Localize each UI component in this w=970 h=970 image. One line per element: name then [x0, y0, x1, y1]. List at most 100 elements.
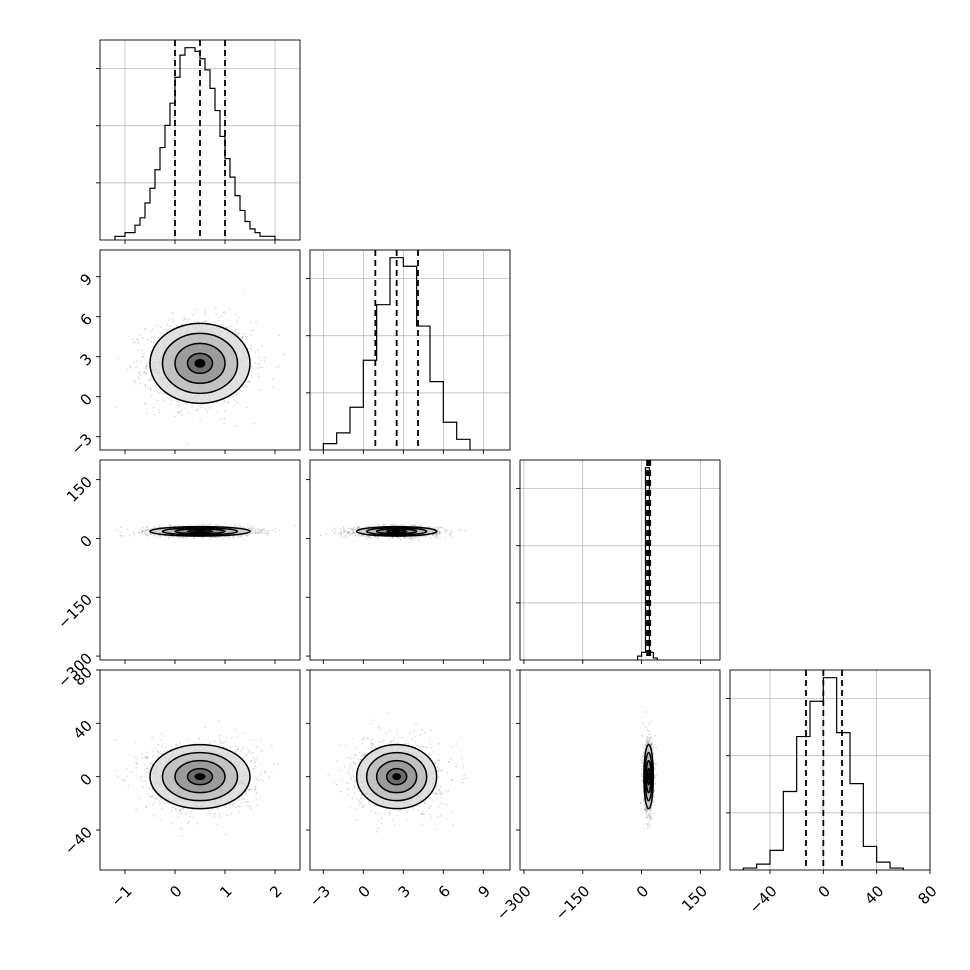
histogram-1: [322, 257, 471, 450]
sample-point: [253, 422, 256, 425]
sample-point: [356, 527, 359, 529]
sample-point: [261, 529, 263, 531]
sample-point: [250, 330, 253, 332]
sample-point: [117, 775, 119, 778]
sample-point: [435, 535, 438, 538]
sample-point: [449, 533, 451, 536]
sample-point: [438, 526, 441, 529]
sample-point: [357, 534, 360, 536]
sample-point: [257, 363, 260, 366]
sample-point: [432, 534, 434, 536]
sample-point: [259, 359, 262, 361]
sample-point: [234, 525, 237, 527]
sample-point: [247, 380, 250, 383]
sample-point: [215, 313, 217, 316]
sample-point: [417, 539, 420, 541]
y-tick-label: 0: [77, 390, 96, 409]
sample-point: [257, 356, 260, 359]
sample-point: [404, 536, 406, 539]
sample-point: [339, 533, 342, 536]
sample-point: [254, 787, 257, 790]
sample-point: [437, 531, 439, 534]
sample-point: [225, 736, 227, 739]
sample-point: [251, 751, 254, 754]
sample-point: [171, 318, 174, 320]
contours-2-0: [149, 525, 251, 537]
contour-line-3: [355, 525, 438, 537]
sample-point: [148, 533, 151, 535]
sample-point: [147, 534, 149, 536]
sample-point: [429, 537, 432, 540]
sample-point: [129, 770, 132, 773]
sample-point: [146, 365, 148, 368]
sample-point: [146, 361, 149, 364]
sample-point: [162, 399, 165, 402]
sample-point: [183, 318, 185, 321]
sample-point: [167, 535, 170, 538]
sample-point: [248, 533, 251, 536]
sample-point: [383, 523, 386, 526]
panel-1-1: [306, 249, 511, 454]
sample-point: [352, 532, 354, 535]
sample-point: [155, 325, 158, 327]
contour-line-1: [174, 528, 226, 535]
sample-point: [237, 333, 240, 336]
sample-point: [133, 533, 136, 535]
sample-point: [351, 528, 354, 531]
sample-point: [176, 404, 179, 406]
sample-point: [158, 752, 161, 754]
sample-point: [337, 532, 340, 535]
sample-point: [459, 529, 462, 532]
sample-point: [357, 525, 360, 528]
sample-point: [144, 531, 147, 533]
sample-point: [195, 309, 198, 311]
sample-point: [436, 528, 439, 531]
sample-point: [355, 528, 358, 530]
sample-point: [438, 531, 441, 533]
sample-point: [367, 525, 370, 528]
sample-point: [244, 384, 247, 386]
sample-point: [176, 324, 179, 327]
sample-point: [411, 536, 413, 539]
contour-line-2: [365, 527, 428, 536]
sample-point: [226, 535, 229, 538]
sample-point: [348, 530, 350, 533]
sample-point: [169, 524, 171, 527]
sample-point: [200, 403, 203, 406]
sample-point: [216, 411, 219, 413]
sample-point: [223, 422, 226, 425]
sample-point: [218, 316, 221, 319]
sample-point: [133, 380, 135, 383]
sample-point: [350, 528, 353, 530]
sample-point: [144, 383, 147, 386]
sample-point: [209, 536, 211, 539]
sample-point: [222, 538, 224, 540]
sample-point: [251, 529, 253, 532]
sample-point: [358, 526, 360, 529]
sample-point: [365, 535, 368, 537]
sample-point: [250, 529, 253, 532]
sample-point: [233, 523, 236, 526]
sample-point: [244, 534, 247, 536]
sample-point: [201, 523, 204, 526]
sample-point: [362, 534, 365, 537]
sample-point: [188, 318, 191, 320]
sample-point: [254, 529, 256, 532]
panel-frame: [99, 39, 301, 241]
sample-point: [241, 335, 244, 338]
sample-point: [377, 523, 379, 525]
sample-point: [229, 324, 232, 327]
sample-point: [135, 360, 138, 363]
sample-point: [166, 324, 169, 326]
sample-point: [133, 361, 135, 364]
sample-point: [187, 524, 190, 527]
sample-point: [325, 532, 328, 535]
sample-point: [435, 534, 438, 537]
sample-point: [258, 529, 261, 532]
sample-point: [150, 341, 152, 343]
sample-point: [444, 531, 447, 534]
sample-point: [144, 402, 147, 404]
sample-point: [222, 524, 225, 527]
sample-point: [238, 524, 241, 527]
